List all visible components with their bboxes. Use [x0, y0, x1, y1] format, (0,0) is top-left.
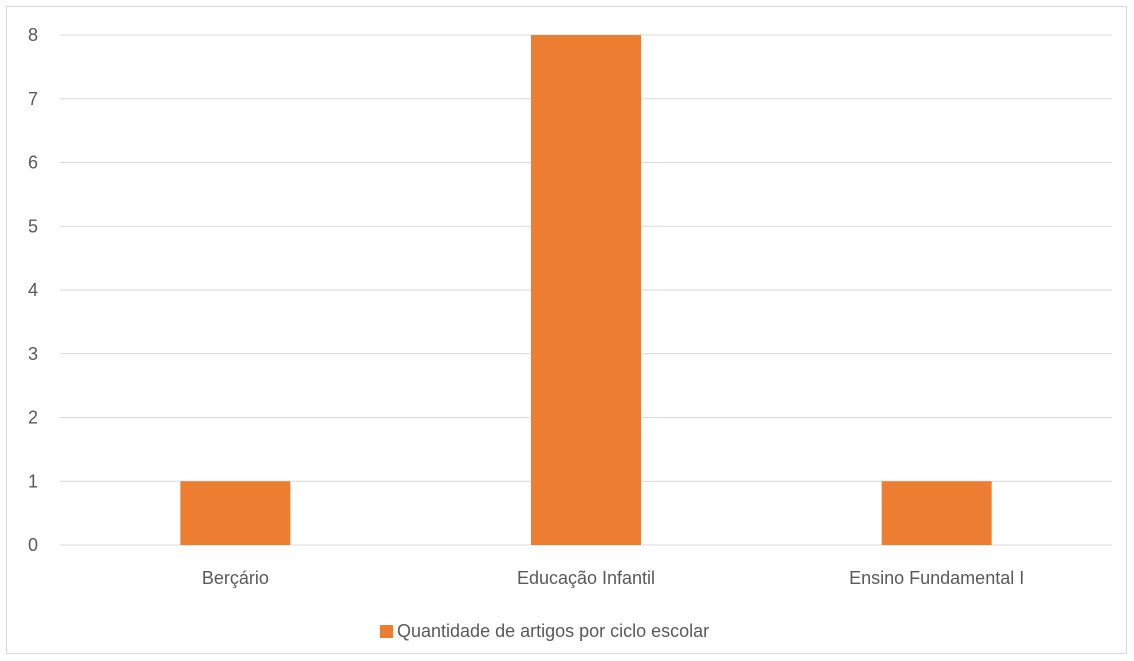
- y-tick-label: 5: [28, 216, 38, 236]
- y-tick-label: 3: [28, 344, 38, 364]
- bars: [180, 35, 992, 545]
- legend: Quantidade de artigos por ciclo escolar: [380, 621, 709, 641]
- y-tick-label: 0: [28, 535, 38, 555]
- legend-swatch: [380, 625, 393, 638]
- y-axis-tick-labels: 0 1 2 3 4 5 6 7 8: [28, 25, 38, 555]
- y-tick-label: 4: [28, 280, 38, 300]
- y-tick-label: 6: [28, 153, 38, 173]
- y-tick-label: 7: [28, 89, 38, 109]
- bar-1: [180, 481, 291, 545]
- y-tick-label: 8: [28, 25, 38, 45]
- x-tick-label: Ensino Fundamental I: [849, 568, 1024, 588]
- bar-3: [881, 481, 992, 545]
- legend-label: Quantidade de artigos por ciclo escolar: [397, 621, 709, 641]
- y-tick-label: 1: [28, 471, 38, 491]
- x-tick-label: Berçário: [202, 568, 269, 588]
- y-tick-label: 2: [28, 408, 38, 428]
- bar-2: [531, 35, 641, 545]
- x-tick-label: Educação Infantil: [517, 568, 655, 588]
- x-axis-tick-labels: Berçário Educação Infantil Ensino Fundamen…: [202, 568, 1024, 588]
